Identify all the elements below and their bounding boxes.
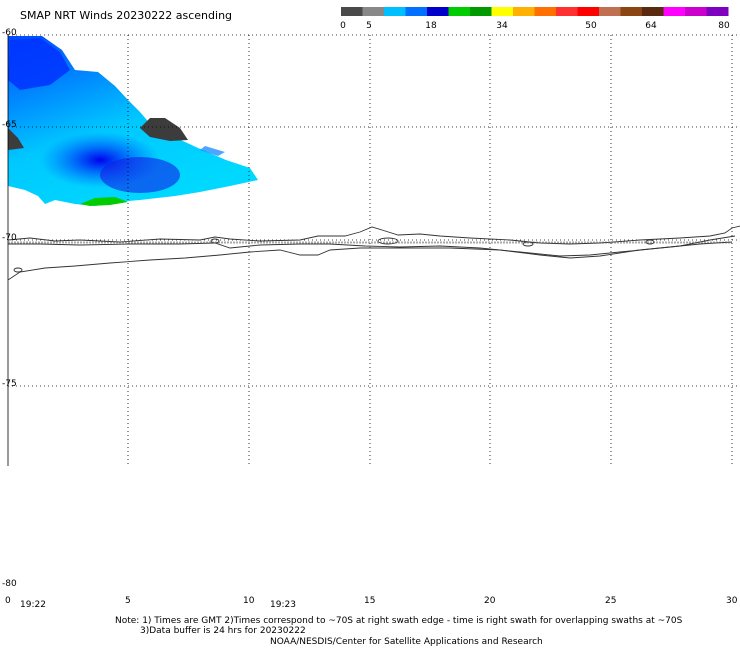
colorbar-swatch — [706, 7, 729, 16]
note-line-3: NOAA/NESDIS/Center for Satellite Applica… — [270, 637, 543, 647]
colorbar-swatch — [491, 7, 514, 16]
lat-label-80: -80 — [2, 579, 17, 589]
colorbar-swatch — [599, 7, 621, 16]
colorbar-swatch — [642, 7, 664, 16]
colorbar-swatch — [513, 7, 535, 16]
map-title: SMAP NRT Winds 20230222 ascending — [20, 9, 233, 22]
colorbar-tick-0: 0 — [340, 21, 346, 31]
lon-label-10: 10 — [243, 596, 255, 606]
antarctic-coastline — [7, 225, 740, 281]
colorbar-tick-34: 34 — [496, 21, 508, 31]
lon-label-25: 25 — [605, 596, 617, 606]
colorbar-swatch — [534, 7, 557, 16]
note-line-1: Note: 1) Times are GMT 2)Times correspon… — [115, 616, 683, 626]
colorbar-swatch — [448, 7, 471, 16]
lon-label-0: 0 — [5, 596, 11, 606]
colorbar-tick-50: 50 — [585, 21, 597, 31]
lat-label-75: -75 — [2, 379, 17, 389]
colorbar-swatch — [620, 7, 643, 16]
colorbar-tick-64: 64 — [645, 21, 657, 31]
time-label-1922: 19:22 — [20, 600, 46, 610]
colorbar-swatches — [341, 7, 729, 16]
colorbar-tick-80: 80 — [718, 21, 730, 31]
colorbar-swatch — [341, 7, 363, 16]
colorbar-swatch — [556, 7, 578, 16]
wind-swath — [8, 36, 258, 206]
colorbar-swatch — [470, 7, 492, 16]
time-label-1923: 19:23 — [270, 600, 296, 610]
colorbar-tick-5: 5 — [366, 21, 372, 31]
lon-label-15: 15 — [364, 596, 376, 606]
ice-shelf-hatch — [8, 241, 732, 244]
lat-label-70: -70 — [2, 233, 17, 243]
colorbar-swatch — [577, 7, 600, 16]
lat-label-65: -65 — [2, 120, 17, 130]
colorbar-swatch — [384, 7, 406, 16]
lon-label-20: 20 — [484, 596, 496, 606]
colorbar-swatch — [405, 7, 428, 16]
colorbar-tick-18: 18 — [425, 21, 437, 31]
colorbar-swatch — [663, 7, 686, 16]
colorbar-swatch — [427, 7, 449, 16]
note-line-2: 3)Data buffer is 24 hrs for 20230222 — [140, 626, 306, 636]
lon-label-5: 5 — [125, 596, 131, 606]
lat-label-60: -60 — [2, 28, 17, 38]
colorbar-swatch — [362, 7, 385, 16]
lon-label-30: 30 — [726, 596, 738, 606]
colorbar-swatch — [685, 7, 707, 16]
